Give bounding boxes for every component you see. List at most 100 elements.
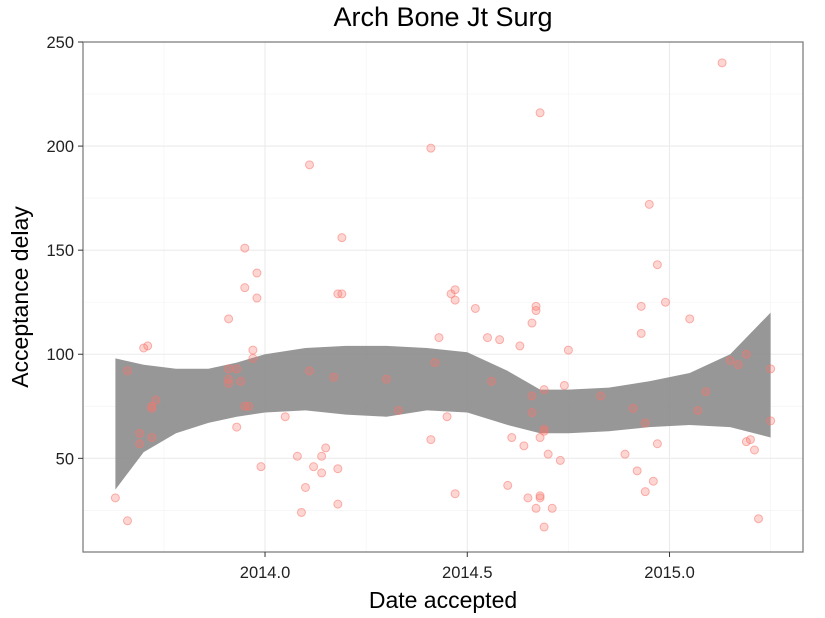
data-point: [523, 493, 533, 503]
y-tick-label: 250: [46, 34, 74, 52]
data-point: [596, 391, 606, 401]
y-tick-label: 150: [46, 242, 74, 260]
data-point: [143, 341, 153, 351]
data-point: [337, 289, 347, 299]
data-point: [503, 480, 513, 490]
data-point: [640, 418, 650, 428]
data-point: [559, 380, 569, 390]
data-point: [434, 333, 444, 343]
data-point: [495, 335, 505, 345]
data-point: [426, 143, 436, 153]
data-point: [110, 493, 120, 503]
chart-title: Arch Bone Jt Surg: [333, 2, 552, 32]
x-tick-label: 2015.0: [644, 564, 694, 582]
data-point: [535, 493, 545, 503]
data-point: [766, 364, 776, 374]
data-point: [535, 491, 545, 501]
data-point: [636, 301, 646, 311]
data-point: [296, 507, 306, 517]
data-point: [652, 439, 662, 449]
y-tick-label: 100: [46, 346, 74, 364]
data-point: [321, 443, 331, 453]
y-axis-ticks: 50 100 150 200 250: [46, 34, 83, 468]
data-point: [248, 345, 258, 355]
data-point: [535, 108, 545, 118]
data-point: [147, 403, 157, 413]
data-point: [539, 426, 549, 436]
data-point: [652, 260, 662, 270]
data-point: [450, 295, 460, 305]
data-point: [252, 268, 262, 278]
data-point: [244, 401, 254, 411]
data-point: [539, 424, 549, 434]
data-point: [280, 412, 290, 422]
data-point: [754, 514, 764, 524]
data-point: [333, 499, 343, 509]
y-tick-label: 200: [46, 138, 74, 156]
data-point: [539, 385, 549, 395]
data-point: [660, 297, 670, 307]
data-point: [442, 412, 452, 422]
data-point: [122, 366, 132, 376]
data-point: [482, 333, 492, 343]
y-tick-label: 50: [56, 450, 74, 468]
data-point: [450, 489, 460, 499]
data-point: [256, 462, 266, 472]
data-point: [381, 374, 391, 384]
data-point: [240, 243, 250, 253]
data-point: [555, 455, 565, 465]
smooth-ribbon-layer: [115, 312, 771, 490]
data-point: [292, 451, 302, 461]
data-point: [300, 482, 310, 492]
data-point: [248, 353, 258, 363]
data-point: [329, 372, 339, 382]
data-point: [535, 433, 545, 443]
data-point: [527, 318, 537, 328]
x-tick-label: 2014.5: [442, 564, 492, 582]
data-point: [745, 435, 755, 445]
data-point: [717, 58, 727, 68]
data-point: [507, 433, 517, 443]
grid-lines: [83, 41, 803, 552]
data-points: [110, 58, 776, 532]
y-axis-label: Acceptance delay: [7, 206, 33, 388]
plot-frame: [82, 41, 804, 553]
data-point: [333, 464, 343, 474]
data-point: [426, 435, 436, 445]
data-point: [648, 476, 658, 486]
data-point: [224, 378, 234, 388]
data-point: [640, 487, 650, 497]
data-point: [135, 439, 145, 449]
data-point: [252, 293, 262, 303]
data-point: [547, 503, 557, 513]
data-point: [450, 285, 460, 295]
data-point: [236, 376, 246, 386]
data-point: [232, 422, 242, 432]
data-point: [240, 283, 250, 293]
data-point: [733, 360, 743, 370]
data-point: [337, 233, 347, 243]
data-point: [741, 349, 751, 359]
data-point: [147, 401, 157, 411]
data-point: [151, 395, 161, 405]
data-point: [693, 405, 703, 415]
data-point: [685, 314, 695, 324]
confidence-ribbon: [115, 312, 771, 490]
data-point: [644, 199, 654, 209]
data-point: [519, 441, 529, 451]
data-point: [430, 358, 440, 368]
data-point: [628, 403, 638, 413]
data-point: [531, 503, 541, 513]
data-point: [232, 364, 242, 374]
data-point: [487, 376, 497, 386]
data-point: [394, 405, 404, 415]
data-point: [527, 408, 537, 418]
data-point: [620, 449, 630, 459]
data-point: [563, 345, 573, 355]
data-point: [701, 387, 711, 397]
data-point: [543, 449, 553, 459]
data-point: [122, 516, 132, 526]
x-axis-label: Date accepted: [369, 587, 517, 613]
data-point: [147, 433, 157, 443]
